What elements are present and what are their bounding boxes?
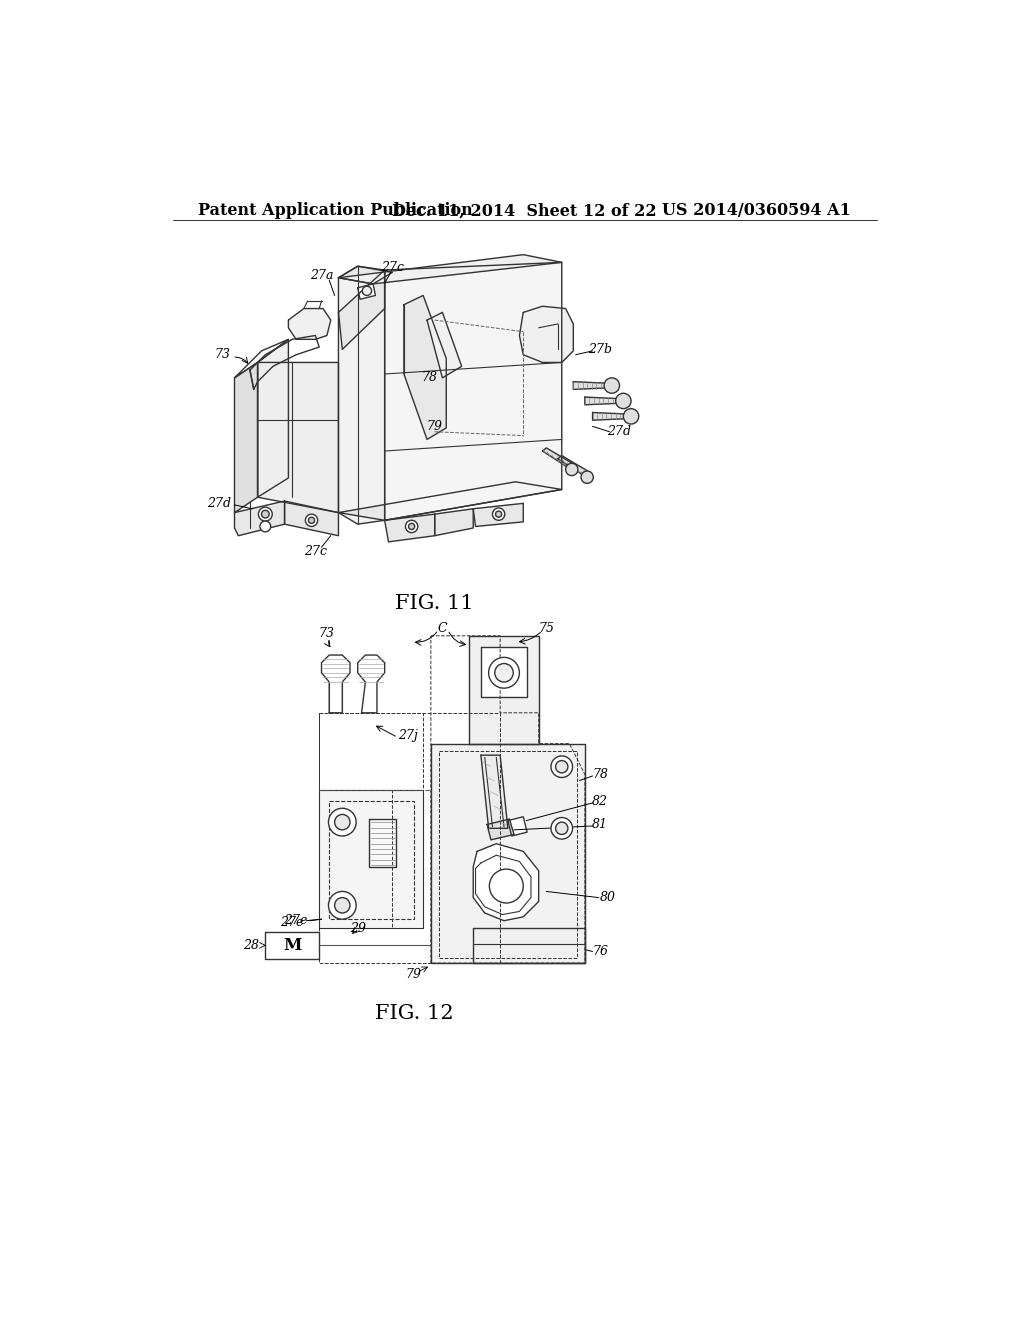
Circle shape xyxy=(409,523,415,529)
Circle shape xyxy=(581,471,593,483)
Text: C: C xyxy=(437,622,447,635)
Circle shape xyxy=(362,286,372,296)
Text: 76: 76 xyxy=(592,945,608,958)
Circle shape xyxy=(406,520,418,532)
Text: Patent Application Publication: Patent Application Publication xyxy=(199,202,473,219)
Polygon shape xyxy=(385,263,562,520)
Text: 78: 78 xyxy=(592,768,608,781)
Circle shape xyxy=(260,521,270,532)
Polygon shape xyxy=(258,339,289,498)
Circle shape xyxy=(556,822,568,834)
Circle shape xyxy=(305,515,317,527)
Polygon shape xyxy=(234,502,285,536)
Polygon shape xyxy=(285,502,339,536)
Polygon shape xyxy=(585,397,620,405)
Text: 27e: 27e xyxy=(285,915,307,927)
Text: 79: 79 xyxy=(406,968,422,981)
Text: 27e: 27e xyxy=(281,916,304,929)
Circle shape xyxy=(496,511,502,517)
Circle shape xyxy=(335,814,350,830)
Text: 27c: 27c xyxy=(381,261,403,275)
Polygon shape xyxy=(339,271,385,350)
Polygon shape xyxy=(435,508,473,536)
Text: 27a: 27a xyxy=(310,269,333,282)
Circle shape xyxy=(308,517,314,524)
Text: 27b: 27b xyxy=(588,343,612,356)
Polygon shape xyxy=(593,412,628,420)
Polygon shape xyxy=(322,655,350,713)
Circle shape xyxy=(604,378,620,393)
Polygon shape xyxy=(289,309,331,339)
Polygon shape xyxy=(258,363,339,512)
Text: 73: 73 xyxy=(215,348,231,362)
Polygon shape xyxy=(234,363,258,512)
Text: 82: 82 xyxy=(592,795,608,808)
Text: 79: 79 xyxy=(427,420,442,433)
Circle shape xyxy=(335,898,350,913)
Polygon shape xyxy=(357,284,376,300)
Text: 78: 78 xyxy=(421,371,437,384)
Polygon shape xyxy=(403,296,446,440)
Text: 27j: 27j xyxy=(398,730,419,742)
Polygon shape xyxy=(473,843,539,921)
Polygon shape xyxy=(519,306,573,363)
Circle shape xyxy=(495,664,513,682)
Polygon shape xyxy=(573,381,608,389)
Text: 73: 73 xyxy=(318,627,335,640)
Polygon shape xyxy=(385,515,435,543)
Polygon shape xyxy=(473,503,523,527)
Polygon shape xyxy=(427,313,462,378)
Text: Dec. 11, 2014  Sheet 12 of 22: Dec. 11, 2014 Sheet 12 of 22 xyxy=(392,202,657,219)
Polygon shape xyxy=(558,455,590,478)
Text: M: M xyxy=(283,937,301,954)
Polygon shape xyxy=(370,818,396,867)
Text: 29: 29 xyxy=(350,921,366,935)
Circle shape xyxy=(489,869,523,903)
Circle shape xyxy=(624,409,639,424)
Circle shape xyxy=(565,463,578,475)
Polygon shape xyxy=(481,647,527,697)
Polygon shape xyxy=(357,655,385,713)
Circle shape xyxy=(488,657,519,688)
Text: FIG. 12: FIG. 12 xyxy=(375,1003,454,1023)
Polygon shape xyxy=(339,482,562,520)
Polygon shape xyxy=(508,817,527,836)
Polygon shape xyxy=(339,255,562,284)
Polygon shape xyxy=(339,267,385,524)
Polygon shape xyxy=(487,818,514,840)
Polygon shape xyxy=(543,447,574,470)
Circle shape xyxy=(261,511,269,517)
Circle shape xyxy=(258,507,272,521)
Polygon shape xyxy=(339,267,392,284)
Circle shape xyxy=(329,891,356,919)
Polygon shape xyxy=(234,339,289,378)
Polygon shape xyxy=(469,636,539,743)
Text: 27c: 27c xyxy=(304,545,327,557)
Text: 80: 80 xyxy=(600,891,616,904)
Text: 81: 81 xyxy=(592,818,608,832)
Circle shape xyxy=(493,508,505,520)
Polygon shape xyxy=(265,932,319,960)
Text: FIG. 11: FIG. 11 xyxy=(395,594,474,612)
Circle shape xyxy=(551,817,572,840)
Polygon shape xyxy=(431,743,585,964)
Text: 27d: 27d xyxy=(607,425,632,438)
Polygon shape xyxy=(473,928,585,964)
Polygon shape xyxy=(481,755,508,829)
Text: 28: 28 xyxy=(243,939,259,952)
Circle shape xyxy=(329,808,356,836)
Circle shape xyxy=(556,760,568,774)
Text: 27d: 27d xyxy=(207,496,231,510)
Text: 75: 75 xyxy=(539,622,554,635)
Text: US 2014/0360594 A1: US 2014/0360594 A1 xyxy=(663,202,851,219)
Polygon shape xyxy=(319,789,423,928)
Circle shape xyxy=(615,393,631,409)
Circle shape xyxy=(551,756,572,777)
